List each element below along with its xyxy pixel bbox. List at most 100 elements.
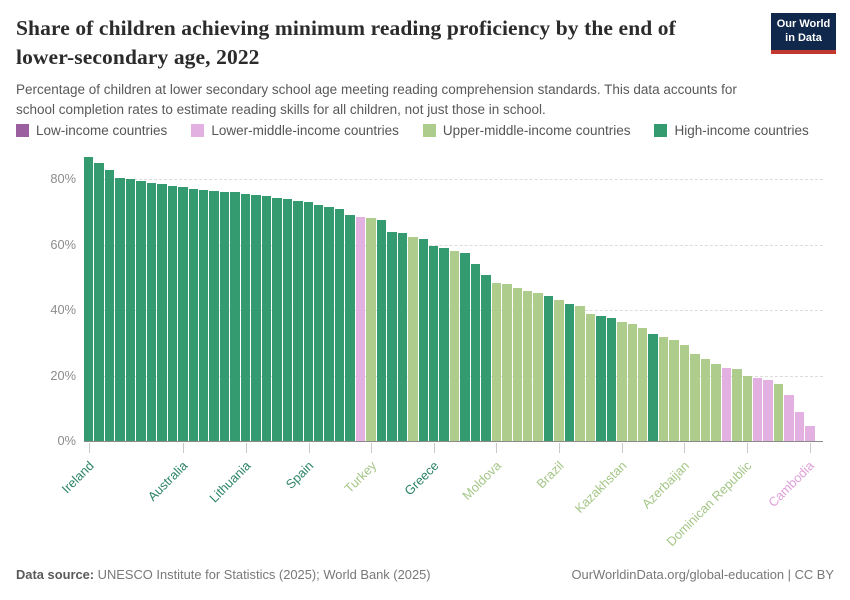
bar-15[interactable]	[230, 192, 240, 441]
bar-53[interactable]	[627, 324, 638, 441]
bar-27[interactable]	[355, 216, 366, 441]
bar-44[interactable]	[533, 292, 543, 441]
bar-19[interactable]	[272, 197, 282, 441]
bar-9[interactable]	[167, 185, 178, 441]
bar-54[interactable]	[638, 328, 648, 441]
subtitle-line-1: Percentage of children at lower secondar…	[16, 82, 737, 97]
bar-68[interactable]	[784, 395, 794, 441]
bar-4[interactable]	[115, 177, 125, 441]
data-source-label: Data source:	[16, 567, 95, 582]
bar-64[interactable]	[742, 375, 752, 441]
x-tick-turkey	[371, 443, 373, 453]
bar-63[interactable]	[732, 369, 742, 441]
bar-6[interactable]	[136, 181, 146, 441]
bar-21[interactable]	[293, 200, 303, 441]
bar-34[interactable]	[428, 246, 439, 441]
title-line-1: Share of children achieving minimum read…	[16, 16, 676, 40]
bar-62[interactable]	[721, 368, 732, 441]
legend-item-label: Lower-middle-income countries	[211, 123, 399, 138]
subtitle-line-2: school completion rates to estimate read…	[16, 101, 546, 117]
bar-47[interactable]	[564, 304, 575, 441]
bar-61[interactable]	[711, 364, 721, 441]
y-tick-label-20: 20%	[50, 367, 76, 383]
bar-65[interactable]	[753, 378, 763, 441]
bar-49[interactable]	[585, 314, 596, 441]
bar-31[interactable]	[397, 233, 408, 441]
bar-59[interactable]	[690, 354, 700, 441]
owid-logo-box: Our World in Data	[771, 13, 836, 50]
bar-43[interactable]	[523, 290, 533, 441]
bar-17[interactable]	[251, 195, 261, 441]
bar-58[interactable]	[679, 344, 690, 441]
bar-16[interactable]	[240, 193, 251, 441]
gridline-60	[84, 244, 823, 246]
bar-2[interactable]	[94, 163, 104, 441]
bar-67[interactable]	[773, 384, 784, 441]
bar-5[interactable]	[125, 179, 136, 441]
bar-48[interactable]	[575, 305, 585, 441]
income-group-legend: Low-income countries Lower-middle-income …	[16, 123, 809, 138]
bar-23[interactable]	[313, 204, 324, 441]
bar-60[interactable]	[700, 358, 711, 441]
bar-7[interactable]	[146, 182, 157, 441]
bar-40[interactable]	[491, 282, 502, 441]
bar-30[interactable]	[387, 231, 397, 441]
bar-52[interactable]	[617, 321, 627, 441]
bar-35[interactable]	[439, 247, 449, 441]
bar-20[interactable]	[282, 199, 293, 441]
bar-55[interactable]	[648, 334, 658, 441]
legend-item-label: High-income countries	[674, 123, 809, 138]
x-axis-baseline	[84, 441, 823, 442]
owid-url-license[interactable]: OurWorldinData.org/global-education | CC…	[571, 567, 834, 582]
legend-item-high-income: High-income countries	[654, 123, 809, 138]
bar-50[interactable]	[596, 315, 606, 441]
bar-26[interactable]	[345, 214, 355, 441]
bar-8[interactable]	[157, 184, 167, 441]
bar-32[interactable]	[408, 236, 418, 441]
owid-logo-red-stripe	[771, 49, 836, 54]
bar-3[interactable]	[104, 169, 115, 441]
bar-18[interactable]	[261, 196, 272, 441]
bar-29[interactable]	[376, 219, 387, 441]
bar-36[interactable]	[449, 251, 460, 441]
bar-46[interactable]	[554, 300, 564, 441]
owid-logo[interactable]: Our World in Data	[771, 13, 836, 54]
bar-69[interactable]	[794, 412, 805, 441]
bar-25[interactable]	[334, 208, 345, 441]
bar-1[interactable]	[84, 156, 94, 441]
bar-24[interactable]	[324, 206, 334, 441]
owid-logo-text-line2: in Data	[785, 31, 822, 44]
bar-33[interactable]	[418, 239, 428, 441]
bar-38[interactable]	[470, 264, 481, 441]
bar-10[interactable]	[178, 187, 188, 441]
bars-plot-area	[84, 150, 815, 441]
bar-13[interactable]	[209, 190, 219, 441]
bar-12[interactable]	[198, 189, 209, 441]
y-tick-label-0: 0%	[57, 433, 77, 448]
bar-28[interactable]	[366, 218, 376, 441]
x-label-cambodia[interactable]: Cambodia	[647, 458, 818, 510]
legend-item-lower-middle-income: Lower-middle-income countries	[191, 123, 399, 138]
bar-41[interactable]	[502, 284, 512, 441]
bar-70[interactable]	[805, 426, 815, 441]
y-tick-label-40: 40%	[50, 302, 76, 318]
legend-item-upper-middle-income: Upper-middle-income countries	[422, 123, 630, 138]
bar-45[interactable]	[543, 296, 554, 441]
x-tick-greece	[433, 443, 435, 453]
legend-item-low-income: Low-income countries	[16, 123, 167, 138]
x-label-text: Cambodia	[765, 458, 818, 510]
bar-51[interactable]	[606, 318, 617, 441]
x-tick-cambodia	[809, 443, 811, 453]
bar-66[interactable]	[763, 379, 773, 441]
bar-14[interactable]	[219, 191, 230, 441]
bar-56[interactable]	[658, 337, 669, 441]
legend-item-label: Low-income countries	[36, 123, 168, 138]
bar-57[interactable]	[669, 340, 679, 441]
bar-11[interactable]	[188, 188, 198, 441]
bar-42[interactable]	[512, 287, 523, 441]
bar-37[interactable]	[460, 252, 470, 441]
bar-22[interactable]	[303, 202, 313, 441]
x-tick-lithuania	[245, 443, 247, 453]
bar-39[interactable]	[481, 275, 491, 441]
